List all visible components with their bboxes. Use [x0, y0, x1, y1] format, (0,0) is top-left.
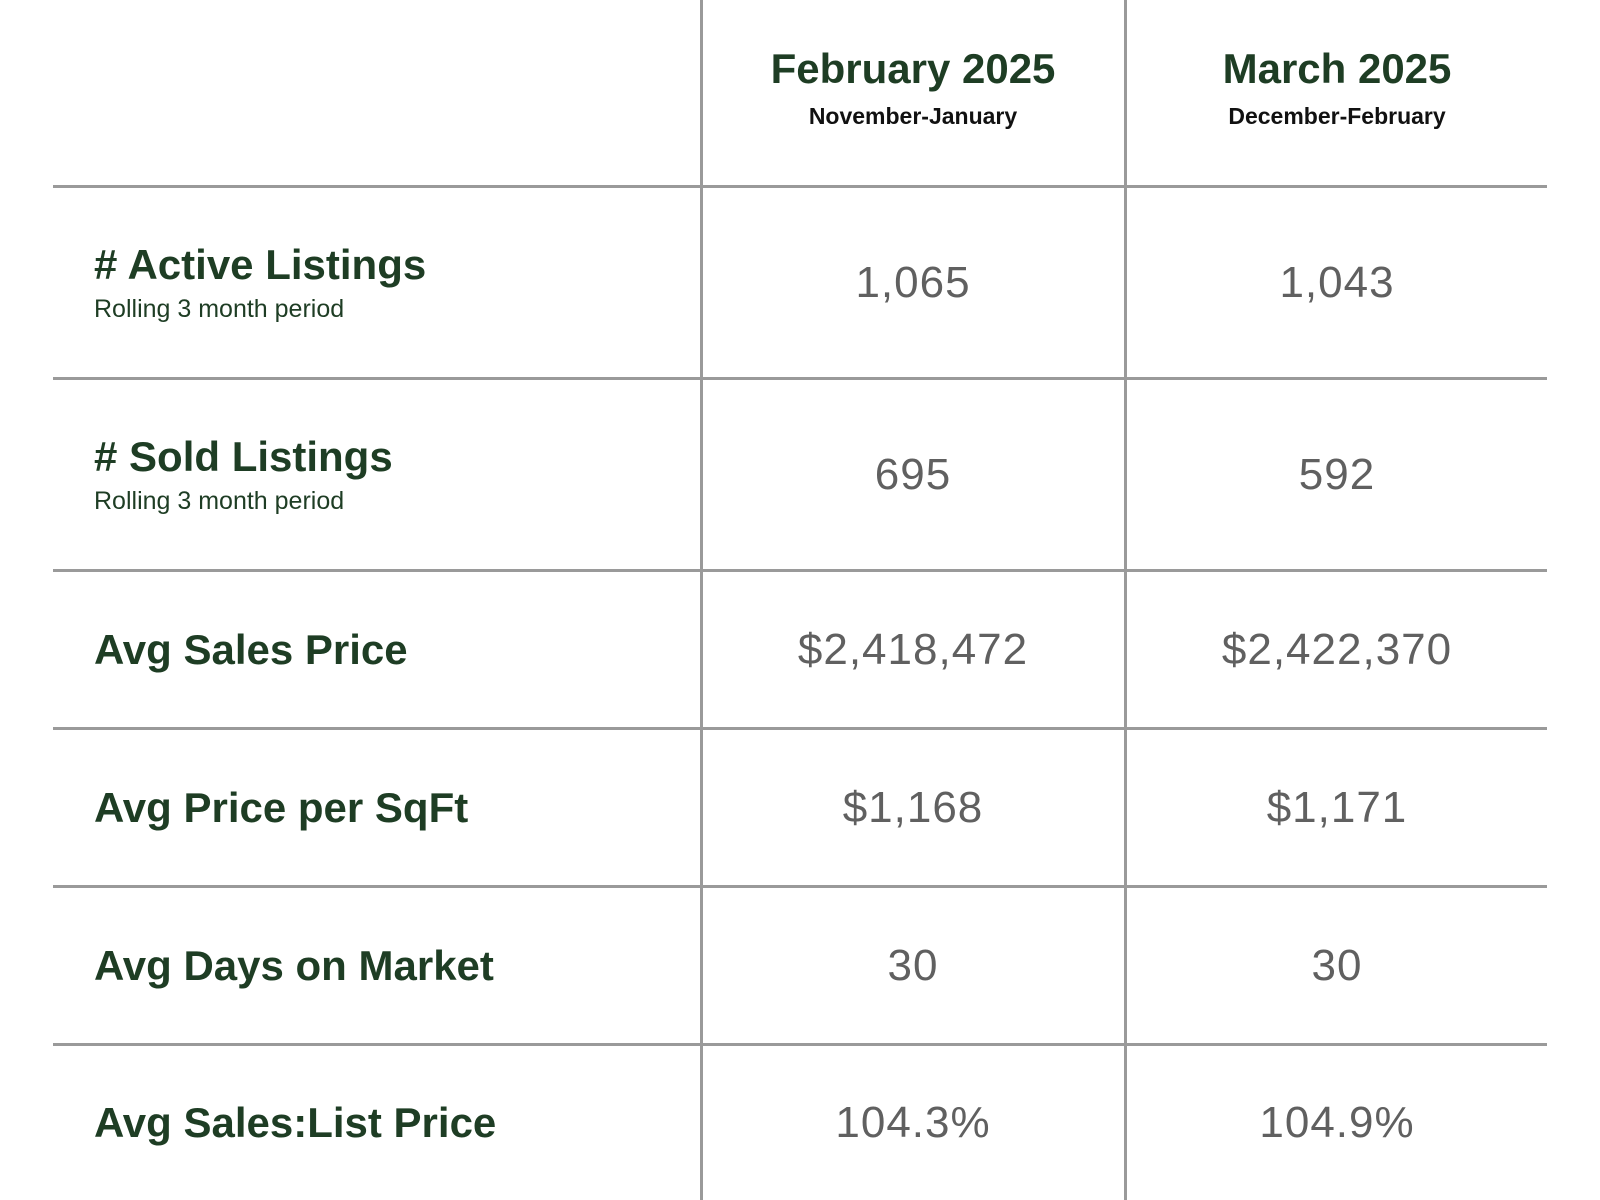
cell-active-listings-feb: 1,065 [855, 257, 971, 307]
row-label-sold-listings: # Sold Listings Rolling 3 month period [94, 380, 393, 569]
row-label-avg-sales-price: Avg Sales Price [94, 572, 408, 727]
column-header-march: March 2025 December-February [1125, 42, 1549, 132]
row-label: Avg Days on Market [94, 941, 494, 989]
cell-avg-days-on-market-mar: 30 [1311, 940, 1363, 990]
row-label: Avg Sales Price [94, 625, 408, 673]
cell-active-listings-mar: 1,043 [1279, 257, 1395, 307]
row-note: Rolling 3 month period [94, 294, 345, 323]
row-divider-2 [53, 569, 1547, 572]
row-label: Avg Sales:List Price [94, 1099, 497, 1146]
cell-avg-days-on-market-feb: 30 [887, 940, 939, 990]
cell-sold-listings-feb: 695 [874, 449, 952, 499]
column-title: March 2025 [1222, 45, 1452, 92]
column-divider-1 [700, 0, 703, 1200]
row-note: Rolling 3 month period [94, 486, 345, 515]
row-label-avg-days-on-market: Avg Days on Market [94, 888, 494, 1043]
column-period: November-January [808, 103, 1018, 129]
cell-avg-price-per-sqft-mar: $1,171 [1266, 782, 1408, 832]
cell-avg-sales-price-feb: $2,418,472 [797, 624, 1029, 674]
row-label-avg-sales-list-price: Avg Sales:List Price [94, 1046, 496, 1200]
row-divider-header [53, 185, 1547, 188]
row-label: # Sold Listings [94, 432, 393, 480]
cell-avg-price-per-sqft-feb: $1,168 [842, 782, 984, 832]
row-label: Avg Price per SqFt [94, 783, 469, 831]
row-label-avg-price-per-sqft: Avg Price per SqFt [94, 730, 468, 885]
row-divider-4 [53, 885, 1547, 888]
column-period: December-February [1228, 103, 1446, 129]
row-divider-3 [53, 727, 1547, 730]
row-label: # Active Listings [94, 240, 427, 288]
cell-sold-listings-mar: 592 [1298, 449, 1376, 499]
row-divider-1 [53, 377, 1547, 380]
row-label-active-listings: # Active Listings Rolling 3 month period [94, 188, 426, 377]
column-divider-2 [1124, 0, 1127, 1200]
column-title: February 2025 [770, 45, 1056, 92]
row-divider-5 [53, 1043, 1547, 1046]
cell-avg-sales-price-mar: $2,422,370 [1221, 624, 1453, 674]
cell-avg-sales-list-price-feb: 104.3% [835, 1098, 991, 1147]
cell-avg-sales-list-price-mar: 104.9% [1259, 1098, 1415, 1147]
column-header-february: February 2025 November-January [701, 42, 1125, 132]
